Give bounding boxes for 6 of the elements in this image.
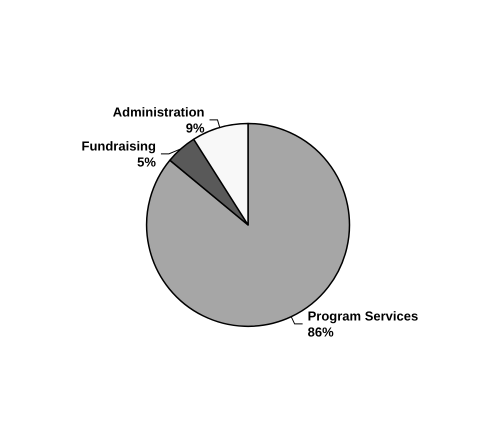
slice-label: Administration [112,104,205,120]
slice-label: Fundraising [82,138,156,154]
slice-label: Program Services [308,308,418,324]
data-label: 86% [308,324,334,340]
data-label: 9% [186,120,205,136]
data-label: 5% [137,154,156,170]
